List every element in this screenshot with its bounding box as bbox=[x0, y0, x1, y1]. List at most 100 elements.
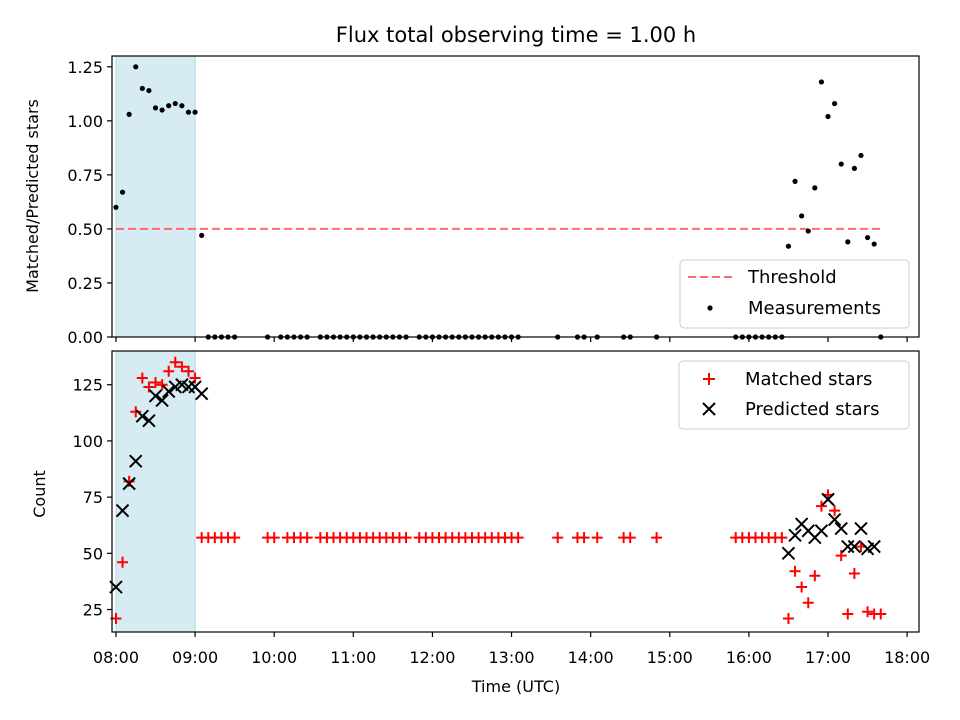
matched-point bbox=[776, 532, 788, 544]
highlight-span-bottom bbox=[115, 350, 196, 633]
predicted-point bbox=[122, 476, 136, 491]
axes-frame-top bbox=[111, 55, 920, 338]
measurement-point bbox=[864, 234, 871, 241]
measurement-point bbox=[139, 85, 145, 92]
matched-point bbox=[796, 581, 808, 593]
predicted-point bbox=[194, 387, 209, 401]
x-tick-label: 14:00 bbox=[568, 648, 614, 667]
measurement-point bbox=[799, 213, 805, 219]
matched-point bbox=[809, 570, 821, 582]
predicted-point bbox=[788, 528, 802, 543]
measurement-point bbox=[845, 239, 851, 245]
matched-point bbox=[301, 532, 313, 544]
predicted-point bbox=[115, 503, 130, 518]
predicted-point bbox=[142, 413, 156, 428]
y-tick-label: 100 bbox=[72, 432, 103, 451]
y-tick-label: 0.25 bbox=[67, 274, 103, 293]
measurement-point bbox=[166, 103, 172, 109]
matched-point bbox=[163, 365, 175, 377]
y-tick-label: 1.25 bbox=[67, 58, 103, 77]
ylabel-bottom: Count bbox=[30, 470, 49, 518]
measurement-point bbox=[825, 113, 831, 120]
measurement-point bbox=[858, 152, 864, 159]
matched-point bbox=[848, 568, 860, 580]
y-tick-label: 0.75 bbox=[67, 166, 103, 185]
matched-point bbox=[150, 376, 162, 388]
predicted-point bbox=[847, 539, 862, 554]
y-tick-label: 75 bbox=[83, 488, 103, 507]
xlabel: Time (UTC) bbox=[471, 677, 560, 696]
plot-layer: 0.00 0.25 0.50 0.75 1.00 1.25 25 50 75 100 125 08:0… bbox=[67, 55, 930, 667]
matched-point bbox=[400, 532, 412, 544]
predicted-point bbox=[135, 409, 150, 423]
measurement-point bbox=[159, 107, 165, 113]
matched-point bbox=[875, 608, 887, 620]
ylabel-top: Matched/Predicted stars bbox=[23, 99, 42, 293]
measurement-point bbox=[146, 87, 152, 94]
legend-measurements-label: Measurements bbox=[748, 298, 881, 319]
legend-matched-label: Matched stars bbox=[745, 369, 872, 390]
matched-point bbox=[789, 565, 801, 577]
matched-point bbox=[136, 372, 148, 384]
matched-point bbox=[512, 532, 524, 544]
measurement-point bbox=[172, 100, 178, 107]
legend-measurements-swatch bbox=[707, 305, 713, 311]
matched-point bbox=[802, 597, 814, 609]
predicted-point bbox=[867, 539, 881, 554]
matched-point bbox=[624, 532, 636, 544]
measurement-point bbox=[179, 103, 185, 109]
y-tick-label: 125 bbox=[72, 376, 103, 395]
matched-point bbox=[862, 606, 874, 618]
measurement-point bbox=[785, 243, 792, 249]
matched-point bbox=[229, 532, 241, 544]
y-tick-label: 0.50 bbox=[67, 220, 103, 239]
highlight-span-top bbox=[115, 55, 196, 338]
x-tick-label: 13:00 bbox=[488, 648, 534, 667]
legend-predicted-swatch bbox=[702, 402, 716, 416]
measurement-point bbox=[851, 165, 857, 171]
measurement-point bbox=[113, 204, 119, 210]
legend-matched-swatch bbox=[703, 373, 715, 385]
y-tick-label: 1.00 bbox=[67, 112, 103, 131]
y-tick-label: 50 bbox=[83, 544, 103, 563]
x-tick-label: 18:00 bbox=[884, 648, 930, 667]
y-tick-label: 25 bbox=[83, 601, 103, 620]
predicted-point bbox=[827, 512, 842, 527]
matched-point bbox=[117, 556, 129, 568]
matched-point bbox=[651, 532, 663, 544]
x-tick-label: 11:00 bbox=[330, 648, 376, 667]
x-tick-label: 17:00 bbox=[805, 648, 851, 667]
measurement-point bbox=[192, 109, 198, 115]
matched-point bbox=[169, 356, 181, 368]
measurement-point bbox=[818, 79, 825, 85]
matched-point bbox=[842, 608, 854, 620]
x-tick-label: 15:00 bbox=[647, 648, 693, 667]
predicted-point bbox=[781, 546, 796, 561]
measurement-point bbox=[133, 64, 139, 70]
measurement-point bbox=[805, 228, 811, 234]
matched-point bbox=[591, 532, 603, 544]
measurement-point bbox=[126, 111, 132, 117]
predicted-point bbox=[148, 389, 163, 403]
matched-point bbox=[815, 500, 827, 512]
predicted-point bbox=[129, 454, 143, 468]
matched-point bbox=[782, 613, 794, 625]
legend-top bbox=[679, 259, 910, 329]
matched-point bbox=[182, 365, 194, 377]
predicted-point bbox=[841, 539, 855, 554]
predicted-point bbox=[155, 393, 169, 408]
legend-bottom bbox=[678, 360, 910, 430]
y-tick-label: 0.00 bbox=[67, 328, 103, 347]
legend-threshold-label: Threshold bbox=[747, 267, 837, 288]
measurement-point bbox=[119, 189, 126, 195]
measurement-point bbox=[152, 105, 159, 111]
measurement-point bbox=[871, 241, 877, 247]
predicted-point bbox=[161, 384, 176, 399]
x-tick-label: 08:00 bbox=[93, 648, 139, 667]
predicted-point bbox=[834, 521, 848, 536]
predicted-point bbox=[854, 521, 868, 536]
x-tick-label: 10:00 bbox=[251, 648, 297, 667]
measurement-point bbox=[812, 185, 818, 191]
measurement-point bbox=[185, 109, 192, 115]
